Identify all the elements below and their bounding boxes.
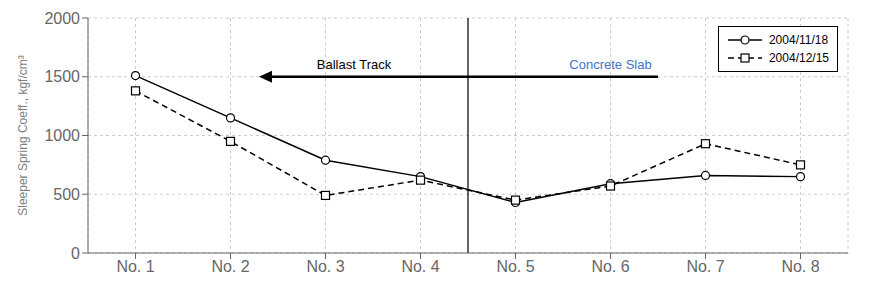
html-text:2004/12/15: 2004/12/15 [768, 51, 829, 65]
svg-text:No. 2: No. 2 [211, 258, 249, 275]
svg-text:1000: 1000 [44, 127, 80, 144]
svg-text:Sleeper Spring Coeff., kgf/cm³: Sleeper Spring Coeff., kgf/cm³ [16, 55, 30, 216]
svg-text:No. 1: No. 1 [116, 258, 154, 275]
svg-text:2000: 2000 [44, 10, 80, 27]
svg-text:No. 6: No. 6 [591, 258, 629, 275]
svg-text:Concrete Slab: Concrete Slab [569, 57, 651, 72]
svg-text:No. 3: No. 3 [306, 258, 344, 275]
svg-text:No. 7: No. 7 [686, 258, 724, 275]
html-text:2004/11/18: 2004/11/18 [768, 33, 829, 47]
svg-text:0: 0 [71, 245, 80, 262]
svg-text:500: 500 [53, 186, 80, 203]
svg-text:Ballast Track: Ballast Track [317, 57, 392, 72]
svg-text:No. 4: No. 4 [401, 258, 439, 275]
svg-text:1500: 1500 [44, 68, 80, 85]
svg-text:No. 5: No. 5 [496, 258, 534, 275]
svg-text:No. 8: No. 8 [781, 258, 819, 275]
